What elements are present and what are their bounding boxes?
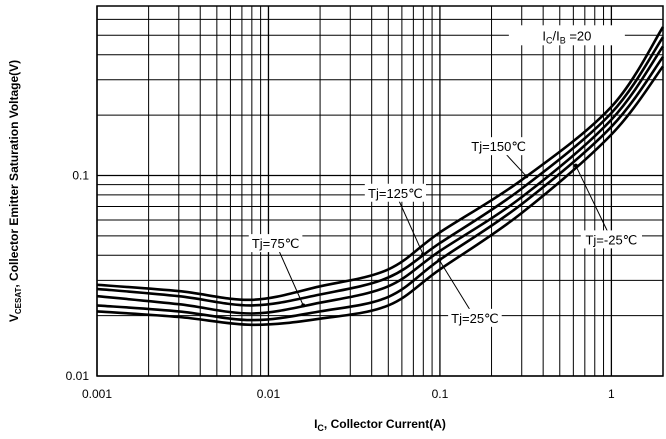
x-tick-labels: 0.001 0.01 0.1 1 — [82, 387, 615, 401]
annotation-label-background — [248, 234, 303, 253]
x-axis-label: IC, Collector Current(A) — [314, 417, 446, 433]
annotation-leader-dot — [437, 258, 442, 263]
annotation-leader-dot — [301, 303, 306, 308]
plot-border — [96, 5, 664, 377]
condition-label-background — [508, 25, 625, 46]
series-annotation-1: Tj=150℃ — [468, 137, 530, 179]
annotation-leader-dot — [524, 174, 529, 179]
annotation-label: Tj=150℃ — [471, 139, 526, 154]
annotation-label-background — [580, 230, 642, 249]
condition-label: IC/IB =20 — [508, 25, 625, 46]
x-tick-label: 0.1 — [432, 387, 449, 401]
annotation-label-background — [448, 308, 502, 327]
y-tick-label: 0.01 — [66, 369, 90, 383]
annotation-label: Tj=-25℃ — [585, 232, 637, 247]
annotation-leader-line — [275, 242, 304, 306]
annotation-label-background — [468, 137, 530, 156]
annotation-leader-line — [575, 165, 612, 240]
series-annotation-2: Tj=125℃ — [364, 183, 427, 257]
annotations: Tj=150℃ Tj=125℃ Tj=75℃ Tj=25℃ Tj=-25℃ — [248, 137, 642, 327]
series-line-2 — [96, 36, 665, 307]
annotation-label: Tj=25℃ — [451, 311, 498, 326]
y-axis-label: VCESAT, Collector Emitter Saturation Vol… — [7, 60, 23, 322]
annotation-leader-line — [394, 192, 424, 255]
x-tick-label: 0.001 — [82, 387, 112, 401]
y-tick-labels: 0.01 0.1 — [66, 168, 90, 383]
annotation-leader-line — [438, 259, 476, 319]
x-tick-label: 1 — [608, 387, 615, 401]
annotation-label: Tj=125℃ — [368, 186, 423, 201]
y-tick-label: 0.1 — [72, 168, 89, 182]
series-lines — [96, 26, 665, 327]
series-annotation-5: Tj=-25℃ — [573, 163, 642, 249]
annotation-leader-dot — [573, 163, 578, 168]
series-line-4 — [96, 56, 665, 322]
condition-label-text: IC/IB =20 — [542, 28, 591, 45]
series-annotation-4: Tj=25℃ — [437, 258, 502, 327]
series-line-3 — [96, 45, 665, 315]
annotation-leader-dot — [421, 252, 426, 257]
annotation-label-background — [364, 183, 427, 202]
series-annotation-3: Tj=75℃ — [248, 234, 306, 308]
annotation-label: Tj=75℃ — [252, 236, 299, 251]
series-line-5 — [96, 65, 665, 327]
x-tick-label: 0.01 — [257, 387, 281, 401]
series-line-1 — [96, 26, 665, 302]
minor-gridlines — [97, 5, 664, 376]
